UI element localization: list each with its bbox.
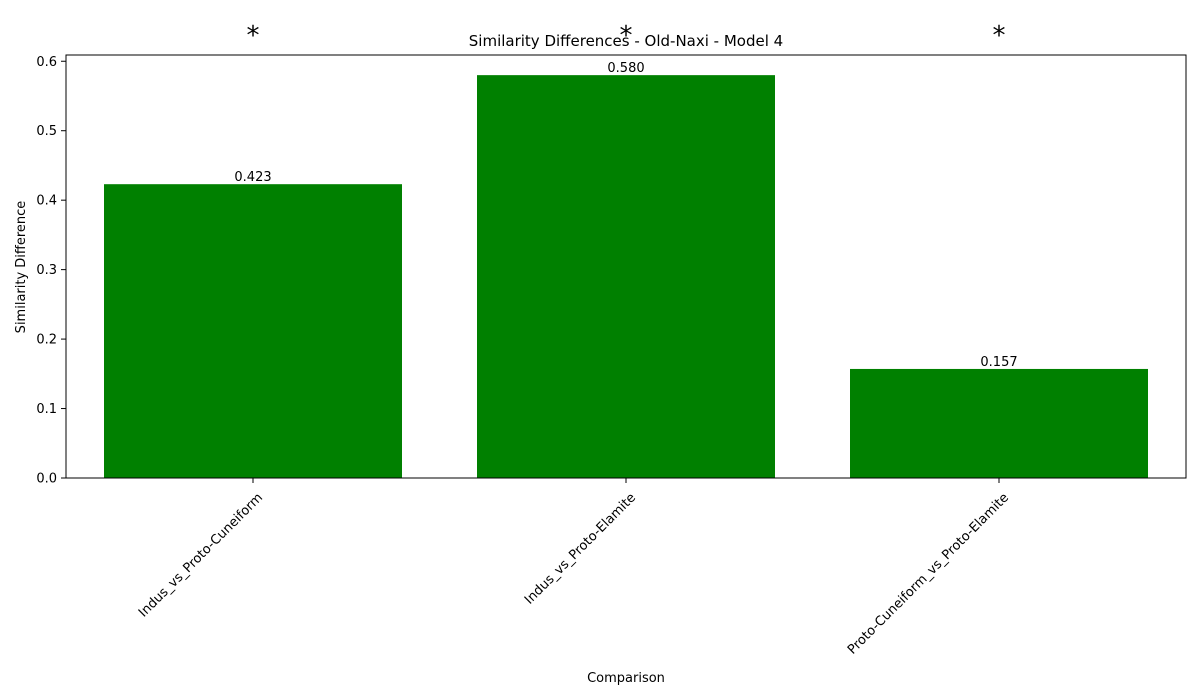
chart-title: Similarity Differences - Old-Naxi - Mode… — [469, 32, 783, 50]
significance-markers-layer: * * * — [247, 21, 1006, 51]
y-tick-label-5: 0.4 — [36, 194, 57, 209]
value-labels-layer: 0.423 0.580 0.157 — [234, 61, 1017, 370]
significance-marker-1: * — [247, 21, 260, 51]
value-label-2: 0.580 — [607, 61, 644, 76]
y-tick-label-6: 0.5 — [36, 124, 57, 139]
x-axis-label: Comparison — [587, 671, 665, 686]
y-tick-label-3: 0.2 — [36, 333, 57, 348]
y-axis-label: Similarity Difference — [14, 201, 29, 334]
y-tick-label-4: 0.3 — [36, 263, 57, 278]
y-tick-label-7: 0.6 — [36, 55, 57, 70]
bar-3 — [850, 368, 1148, 478]
bars-layer — [104, 75, 1148, 479]
value-label-3: 0.157 — [980, 355, 1017, 370]
y-tick-label-2: 0.1 — [36, 402, 57, 417]
significance-marker-2: * — [620, 21, 633, 51]
value-label-1: 0.423 — [234, 170, 271, 185]
y-tick-label-1: 0.0 — [36, 472, 57, 487]
y-axis: 0.0 0.1 0.2 0.3 0.4 0.5 0.6 — [36, 55, 66, 487]
significance-marker-3: * — [993, 21, 1006, 51]
bar-1 — [104, 184, 402, 478]
bar-2 — [477, 75, 775, 479]
